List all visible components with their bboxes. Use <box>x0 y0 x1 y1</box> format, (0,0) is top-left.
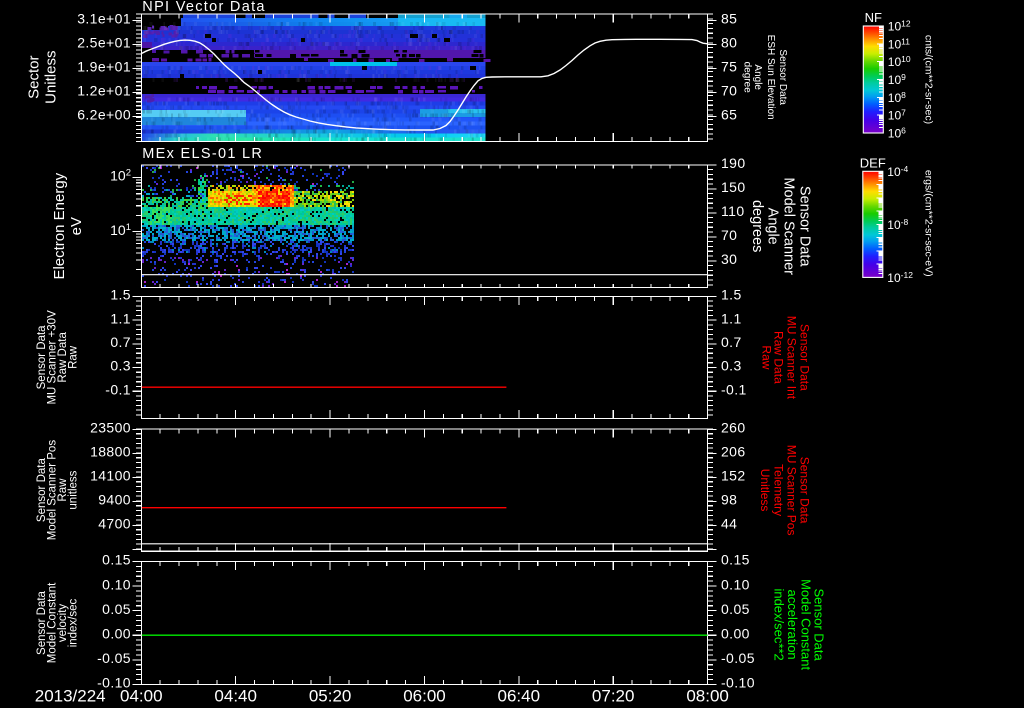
svg-text:85: 85 <box>721 11 737 27</box>
svg-text:150: 150 <box>721 179 746 195</box>
svg-text:1.5: 1.5 <box>110 287 131 303</box>
svg-text:MU Scanner Pos: MU Scanner Pos <box>785 445 799 536</box>
svg-text:0.10: 0.10 <box>102 576 131 592</box>
svg-text:degree: degree <box>742 62 753 94</box>
svg-text:-0.05: -0.05 <box>97 650 131 666</box>
svg-text:206: 206 <box>721 444 746 460</box>
svg-text:06:00: 06:00 <box>403 687 446 706</box>
svg-text:ergs/(cm**2-sr-sec-eV): ergs/(cm**2-sr-sec-eV) <box>923 170 935 277</box>
svg-text:Electron Energy: Electron Energy <box>51 172 68 279</box>
svg-text:acceleration: acceleration <box>785 590 800 660</box>
svg-text:1.1: 1.1 <box>721 310 742 326</box>
svg-text:0.3: 0.3 <box>721 358 742 374</box>
svg-text:index/sec**2: index/sec**2 <box>772 588 787 660</box>
svg-text:eV: eV <box>68 217 85 235</box>
svg-text:velocity: velocity <box>57 604 69 643</box>
svg-text:Sensor Data: Sensor Data <box>777 49 788 105</box>
svg-text:23500: 23500 <box>90 420 131 436</box>
svg-text:NPI Vector Data: NPI Vector Data <box>142 0 265 15</box>
svg-text:0.3: 0.3 <box>110 358 131 374</box>
svg-text:4700: 4700 <box>98 516 131 532</box>
svg-text:65: 65 <box>721 107 737 123</box>
svg-text:Unitless: Unitless <box>43 51 60 104</box>
svg-text:0.15: 0.15 <box>721 552 750 568</box>
svg-text:260: 260 <box>721 420 746 436</box>
svg-text:MEx ELS-01 LR: MEx ELS-01 LR <box>142 146 263 162</box>
svg-text:2013/224: 2013/224 <box>35 687 106 706</box>
svg-text:MU Scanner +30V: MU Scanner +30V <box>47 310 59 405</box>
svg-text:Sensor Data: Sensor Data <box>796 186 812 268</box>
svg-text:Model Scanner: Model Scanner <box>780 177 796 275</box>
svg-text:Sensor Data: Sensor Data <box>36 325 48 390</box>
svg-text:0.05: 0.05 <box>721 601 750 617</box>
svg-text:Raw Data: Raw Data <box>772 331 786 384</box>
svg-text:80: 80 <box>721 35 737 51</box>
svg-text:Angle: Angle <box>752 64 763 90</box>
svg-text:44: 44 <box>721 516 737 532</box>
svg-text:Sensor Data: Sensor Data <box>36 590 48 655</box>
svg-text:1.9e+01: 1.9e+01 <box>77 59 131 75</box>
svg-text:98: 98 <box>721 492 737 508</box>
svg-text:07:20: 07:20 <box>592 687 635 706</box>
svg-text:Telemetry: Telemetry <box>772 464 786 516</box>
svg-text:unitless: unitless <box>68 470 80 509</box>
svg-text:Sensor Data: Sensor Data <box>812 588 827 661</box>
svg-text:NF: NF <box>865 10 882 25</box>
svg-text:degrees: degrees <box>749 200 765 252</box>
svg-text:2.5e+01: 2.5e+01 <box>77 35 131 51</box>
svg-text:70: 70 <box>721 227 737 243</box>
svg-text:75: 75 <box>721 59 737 75</box>
svg-text:0.15: 0.15 <box>102 552 131 568</box>
svg-text:Raw: Raw <box>57 478 69 502</box>
svg-text:Raw Data: Raw Data <box>57 332 69 383</box>
svg-text:Sector: Sector <box>26 56 43 99</box>
svg-text:index/sec: index/sec <box>68 598 80 647</box>
svg-text:0.10: 0.10 <box>721 576 750 592</box>
svg-text:Sensor Data: Sensor Data <box>798 324 812 391</box>
svg-text:3.1e+01: 3.1e+01 <box>77 11 131 27</box>
svg-text:-0.10: -0.10 <box>97 675 131 691</box>
svg-text:9400: 9400 <box>98 492 131 508</box>
svg-text:152: 152 <box>721 468 746 484</box>
svg-text:04:40: 04:40 <box>214 687 257 706</box>
svg-text:Sensor Data: Sensor Data <box>36 458 48 523</box>
svg-text:1.1: 1.1 <box>110 310 131 326</box>
svg-text:08:00: 08:00 <box>686 687 729 706</box>
svg-text:DEF: DEF <box>860 155 886 170</box>
svg-text:0.7: 0.7 <box>721 334 742 350</box>
svg-text:Raw: Raw <box>760 345 774 369</box>
svg-text:Model Constant: Model Constant <box>798 579 813 670</box>
svg-text:110: 110 <box>721 203 745 219</box>
svg-text:ESH Sun Elevation: ESH Sun Elevation <box>765 35 776 120</box>
svg-text:-0.05: -0.05 <box>721 650 755 666</box>
svg-text:30: 30 <box>721 251 737 267</box>
svg-text:6.2e+00: 6.2e+00 <box>77 107 131 123</box>
svg-text:18800: 18800 <box>90 444 131 460</box>
svg-text:Unitless: Unitless <box>758 469 772 512</box>
svg-text:Model Constant: Model Constant <box>47 582 59 663</box>
svg-text:04:00: 04:00 <box>120 687 163 706</box>
svg-text:0.05: 0.05 <box>102 601 131 617</box>
svg-text:0.7: 0.7 <box>110 334 131 350</box>
svg-text:Model Scanner Pos: Model Scanner Pos <box>47 440 59 541</box>
svg-text:70: 70 <box>721 83 737 99</box>
svg-text:MU Scanner Int: MU Scanner Int <box>785 316 799 400</box>
svg-text:1.2e+01: 1.2e+01 <box>77 83 131 99</box>
svg-text:-0.1: -0.1 <box>721 381 747 397</box>
svg-text:14100: 14100 <box>90 468 131 484</box>
svg-text:190: 190 <box>721 155 746 171</box>
svg-text:-0.1: -0.1 <box>105 381 131 397</box>
svg-text:Angle: Angle <box>764 208 780 245</box>
svg-text:cnts/(cm**2-sr-sec): cnts/(cm**2-sr-sec) <box>923 35 935 124</box>
svg-text:06:40: 06:40 <box>498 687 541 706</box>
svg-text:0.00: 0.00 <box>721 625 750 641</box>
svg-text:1.5: 1.5 <box>721 287 742 303</box>
svg-text:Raw: Raw <box>68 345 80 369</box>
svg-text:0.00: 0.00 <box>102 625 131 641</box>
svg-text:05:20: 05:20 <box>309 687 352 706</box>
svg-text:Sensor Data: Sensor Data <box>798 457 812 524</box>
svg-text:-0.10: -0.10 <box>721 675 755 691</box>
